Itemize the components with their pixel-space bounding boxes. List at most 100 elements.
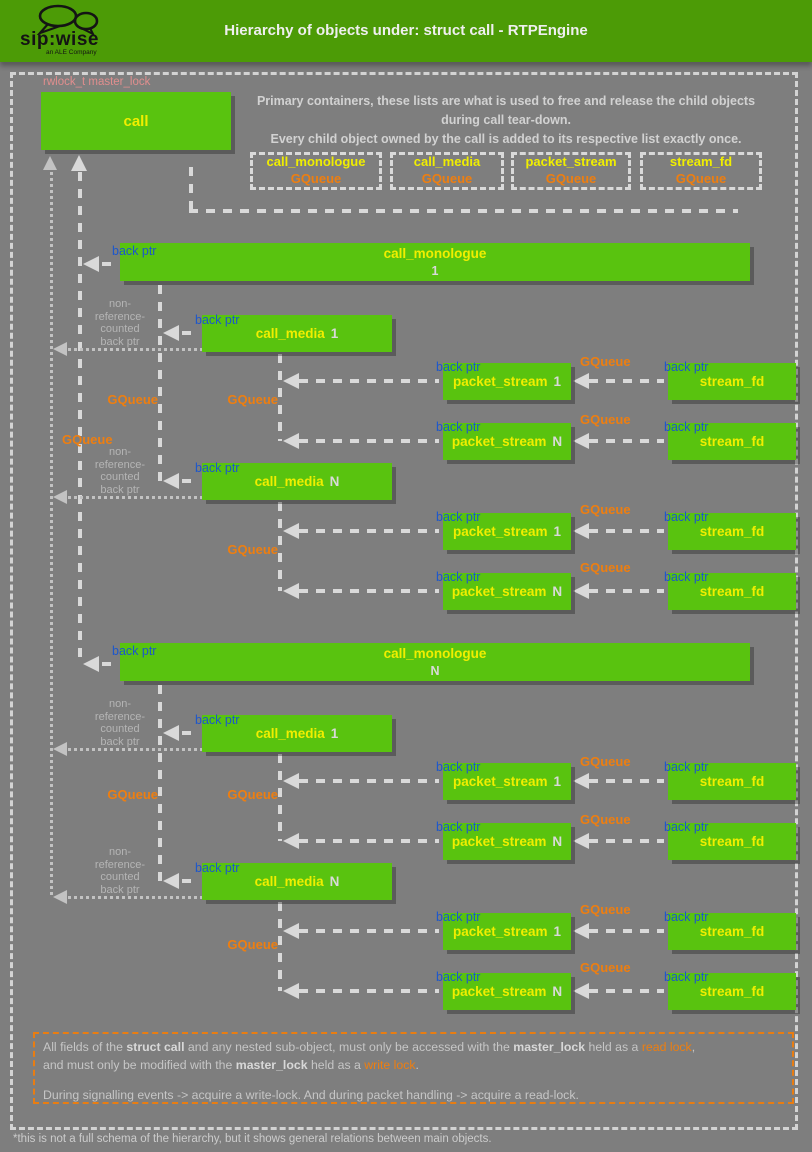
back-ptr-label: back ptr — [195, 713, 240, 727]
node-stream-fd-1c: stream_fd — [668, 763, 796, 800]
back-ptr-label: back ptr — [436, 910, 481, 924]
back-ptr-label: back ptr — [664, 820, 709, 834]
node-packet-stream-Nd: packet_stream N — [443, 973, 571, 1010]
gqueue-label: GQueue — [62, 432, 113, 447]
back-ptr-arrow — [299, 989, 439, 993]
back-ptr-label: back ptr — [436, 360, 481, 374]
gqueue-line-medias-1 — [158, 285, 162, 481]
back-ptr-arrowhead — [283, 373, 299, 389]
gqueue-arrow — [589, 989, 664, 993]
node-call-media-Nb: call_media N — [202, 863, 392, 900]
gqueue-arrow — [589, 589, 664, 593]
non-ref-arrowhead — [53, 490, 67, 504]
node-call: call — [41, 92, 231, 150]
back-ptr-label: back ptr — [436, 420, 481, 434]
back-ptr-label: back ptr — [195, 461, 240, 475]
back-ptr-label: back ptr — [664, 910, 709, 924]
gqueue-arrow — [589, 779, 664, 783]
node-packet-stream-Nb: packet_stream N — [443, 573, 571, 610]
gqueue-label: GQueue — [580, 812, 631, 827]
back-ptr-label: back ptr — [664, 510, 709, 524]
non-ref-arrow — [68, 748, 202, 751]
non-ref-arrow — [68, 896, 202, 899]
gqueue-line-streams-3 — [278, 754, 282, 841]
info-text: Primary containers, these lists are what… — [256, 94, 756, 146]
back-ptr-arrow — [182, 479, 196, 483]
non-ref-label: non- reference- counted back ptr — [94, 698, 146, 748]
back-ptr-label: back ptr — [195, 313, 240, 327]
back-ptr-arrowhead — [283, 983, 299, 999]
node-call-media-Na: call_media N — [202, 463, 392, 500]
gqueue-label: GQueue — [227, 542, 278, 557]
non-ref-label: non- reference- counted back ptr — [94, 298, 146, 348]
node-call-media-1b: call_media 1 — [202, 715, 392, 752]
back-ptr-arrow — [299, 439, 439, 443]
gqueue-label: GQueue — [580, 902, 631, 917]
non-ref-label: non- reference- counted back ptr — [94, 846, 146, 896]
gqueue-arrowhead — [573, 833, 589, 849]
gqueue-arrowhead — [573, 433, 589, 449]
back-ptr-label: back ptr — [664, 360, 709, 374]
node-call-media-1a: call_media 1 — [202, 315, 392, 352]
back-ptr-arrow — [299, 379, 439, 383]
gqueue-label: GQueue — [580, 960, 631, 975]
gqueue-arrow — [589, 839, 664, 843]
back-ptr-label: back ptr — [436, 970, 481, 984]
node-stream-fd-Na: stream_fd — [668, 423, 796, 460]
gqueue-line-call-monologues — [78, 172, 82, 665]
back-ptr-arrowhead — [83, 256, 99, 272]
node-stream-fd-Nc: stream_fd — [668, 823, 796, 860]
gqueue-arrow — [589, 379, 664, 383]
back-ptr-label: back ptr — [436, 570, 481, 584]
arrow-up-icon — [43, 156, 57, 170]
back-ptr-label: back ptr — [195, 861, 240, 875]
master-lock-label: rwlock_t master_lock — [43, 76, 151, 88]
back-ptr-label: back ptr — [664, 760, 709, 774]
node-packet-stream-Nc: packet_stream N — [443, 823, 571, 860]
back-ptr-arrowhead — [283, 833, 299, 849]
non-ref-arrow — [68, 496, 202, 499]
diagram-frame — [10, 72, 798, 1130]
back-ptr-arrowhead — [163, 873, 179, 889]
gqueue-label: GQueue — [227, 787, 278, 802]
back-ptr-label: back ptr — [664, 570, 709, 584]
brand-text: sip:wise — [20, 29, 99, 50]
container-call-monologue: call_monologue GQueue — [250, 152, 382, 190]
gqueue-line-medias-2 — [158, 685, 162, 881]
back-ptr-arrowhead — [163, 725, 179, 741]
back-ptr-arrow — [182, 331, 196, 335]
back-ptr-label: back ptr — [436, 760, 481, 774]
note-line-1: All fields of the struct call and any ne… — [43, 1040, 696, 1054]
node-packet-stream-1b: packet_stream 1 — [443, 513, 571, 550]
note-line-3: During signalling events -> acquire a wr… — [43, 1087, 579, 1102]
back-ptr-arrowhead — [283, 923, 299, 939]
container-connector-line — [189, 209, 738, 213]
gqueue-line-streams-1 — [278, 354, 282, 441]
back-ptr-arrowhead — [283, 773, 299, 789]
back-ptr-label: back ptr — [112, 644, 157, 658]
back-ptr-label: back ptr — [436, 820, 481, 834]
gqueue-arrow — [589, 529, 664, 533]
non-ref-arrow — [68, 348, 202, 351]
back-ptr-arrowhead — [283, 433, 299, 449]
speech-bubbles-icon — [36, 4, 99, 37]
non-ref-arrowhead — [53, 342, 67, 356]
node-packet-stream-1d: packet_stream 1 — [443, 913, 571, 950]
back-ptr-label: back ptr — [664, 970, 709, 984]
gqueue-arrowhead — [573, 773, 589, 789]
gqueue-arrow — [589, 929, 664, 933]
node-stream-fd-Nd: stream_fd — [668, 973, 796, 1010]
arrow-up-icon — [71, 155, 87, 171]
node-packet-stream-Na: packet_stream N — [443, 423, 571, 460]
back-ptr-arrowhead — [283, 523, 299, 539]
non-ref-arrowhead — [53, 742, 67, 756]
gqueue-label: GQueue — [227, 937, 278, 952]
gqueue-arrowhead — [573, 923, 589, 939]
back-ptr-arrow — [102, 662, 116, 666]
back-ptr-arrow — [299, 929, 439, 933]
node-stream-fd-1b: stream_fd — [668, 513, 796, 550]
back-ptr-arrowhead — [83, 656, 99, 672]
container-packet-stream: packet_stream GQueue — [511, 152, 631, 190]
back-ptr-arrow — [299, 589, 439, 593]
